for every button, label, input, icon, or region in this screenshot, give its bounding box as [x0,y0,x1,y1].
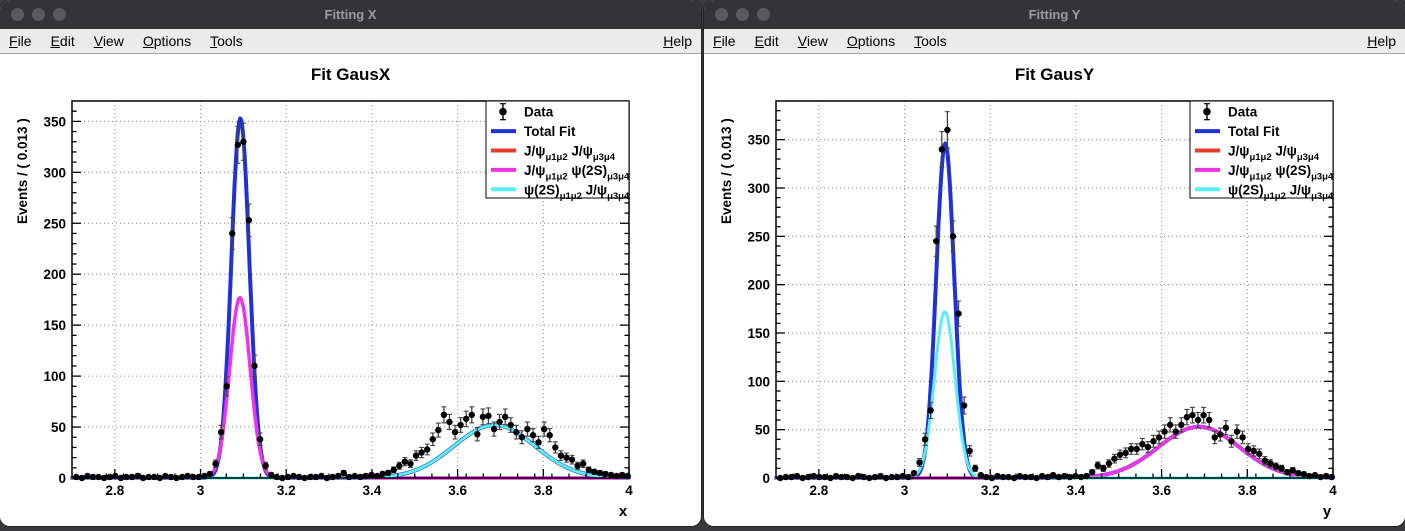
menu-file[interactable]: File [713,33,736,49]
svg-text:3.8: 3.8 [1238,483,1257,498]
svg-text:3.2: 3.2 [981,483,1000,498]
svg-text:150: 150 [43,318,66,333]
svg-text:100: 100 [43,369,66,384]
window-fitting-x: Fitting X File Edit View Options Tools Help 2… [0,0,701,526]
svg-text:50: 50 [51,420,66,435]
curve-psi2s-jpsi [70,423,631,480]
svg-text:J/ψμ1μ2 ψ(2S)μ3μ4: J/ψμ1μ2 ψ(2S)μ3μ4 [524,163,630,183]
svg-text:300: 300 [43,165,66,180]
menu-bar: File Edit View Options Tools Help [704,29,1405,54]
menu-options[interactable]: Options [142,33,192,49]
svg-text:200: 200 [747,278,770,293]
svg-text:Total Fit: Total Fit [524,124,576,139]
svg-text:3.6: 3.6 [1152,483,1171,498]
svg-text:Data: Data [1228,105,1258,120]
menu-bar: File Edit View Options Tools Help [0,29,701,54]
svg-text:0: 0 [762,471,770,486]
tick-labels: 2.8 3 3.2 3.4 3.6 3.8 4 0 50 100 150 200 250 300 350 [747,133,1337,498]
minimize-button[interactable] [736,8,749,21]
title-bar[interactable]: Fitting X [0,0,701,29]
minimize-button[interactable] [32,8,45,21]
svg-text:200: 200 [43,267,66,282]
svg-text:0: 0 [58,471,66,486]
chart-fit-gausx[interactable]: 2.8 3 3.2 3.4 3.6 3.8 4 0 50 100 150 200 250 300 350 Fi… [0,54,701,526]
svg-text:3.6: 3.6 [448,483,467,498]
svg-text:350: 350 [43,114,66,129]
svg-text:ψ(2S)μ1μ2 J/ψμ3μ4: ψ(2S)μ1μ2 J/ψμ3μ4 [1228,182,1334,202]
svg-text:350: 350 [747,133,770,148]
traffic-lights [0,8,66,21]
svg-text:2.8: 2.8 [105,483,124,498]
plot-frame [775,100,1334,479]
svg-text:3: 3 [197,483,205,498]
tick-labels: 2.8 3 3.2 3.4 3.6 3.8 4 0 50 100 150 200 250 300 350 [43,114,633,498]
plot-frame [71,100,630,479]
svg-text:3: 3 [901,483,909,498]
svg-text:250: 250 [747,229,770,244]
menu-tools[interactable]: Tools [914,33,947,49]
svg-text:3.8: 3.8 [534,483,553,498]
svg-text:300: 300 [747,181,770,196]
svg-text:2.8: 2.8 [809,483,828,498]
window-title: Fitting Y [1028,7,1081,22]
menu-options[interactable]: Options [846,33,896,49]
svg-text:250: 250 [43,216,66,231]
menu-edit[interactable]: Edit [50,33,75,49]
svg-text:Total Fit: Total Fit [1228,124,1280,139]
svg-text:4: 4 [625,483,633,498]
zoom-button[interactable] [757,8,770,21]
svg-text:J/ψμ1μ2 ψ(2S)μ3μ4: J/ψμ1μ2 ψ(2S)μ3μ4 [1228,163,1334,183]
svg-text:150: 150 [747,326,770,341]
y-axis-title: Events / ( 0.013 ) [719,118,734,224]
svg-text:3.4: 3.4 [1067,483,1086,498]
menu-help[interactable]: Help [1367,33,1396,49]
svg-text:3.2: 3.2 [277,483,296,498]
plot-canvas: 2.8 3 3.2 3.4 3.6 3.8 4 0 50 100 150 200 250 300 350 Fi… [704,54,1405,526]
chart-title: Fit GausX [311,65,391,84]
svg-text:J/ψμ1μ2 J/ψμ3μ4: J/ψμ1μ2 J/ψμ3μ4 [1228,144,1320,164]
menu-view[interactable]: View [93,33,124,49]
curve-jpsi-psi2s [70,295,631,480]
svg-text:100: 100 [747,374,770,389]
svg-text:J/ψμ1μ2 J/ψμ3μ4: J/ψμ1μ2 J/ψμ3μ4 [524,144,616,164]
chart-fit-gausy[interactable]: 2.8 3 3.2 3.4 3.6 3.8 4 0 50 100 150 200 250 300 350 Fi… [704,54,1405,526]
svg-text:3.4: 3.4 [363,483,382,498]
window-title: Fitting X [324,7,377,22]
chart-title: Fit GausY [1015,65,1095,84]
menu-file[interactable]: File [9,33,32,49]
x-axis-title: y [1323,503,1332,520]
menu-edit[interactable]: Edit [754,33,779,49]
menu-tools[interactable]: Tools [210,33,243,49]
close-button[interactable] [11,8,24,21]
close-button[interactable] [715,8,728,21]
x-axis-title: x [619,503,628,520]
menu-view[interactable]: View [797,33,828,49]
axis-ticks [776,110,1334,479]
traffic-lights [704,8,770,21]
title-bar[interactable]: Fitting Y [704,0,1405,29]
plot-canvas: 2.8 3 3.2 3.4 3.6 3.8 4 0 50 100 150 200 250 300 350 Fi… [0,54,701,526]
svg-text:Data: Data [524,105,554,120]
svg-text:ψ(2S)μ1μ2 J/ψμ3μ4: ψ(2S)μ1μ2 J/ψμ3μ4 [524,182,630,202]
svg-text:4: 4 [1329,483,1337,498]
menu-help[interactable]: Help [663,33,692,49]
y-axis-title: Events / ( 0.013 ) [15,118,30,224]
zoom-button[interactable] [53,8,66,21]
svg-text:50: 50 [755,423,770,438]
window-fitting-y: Fitting Y File Edit View Options Tools Help 2… [704,0,1405,526]
